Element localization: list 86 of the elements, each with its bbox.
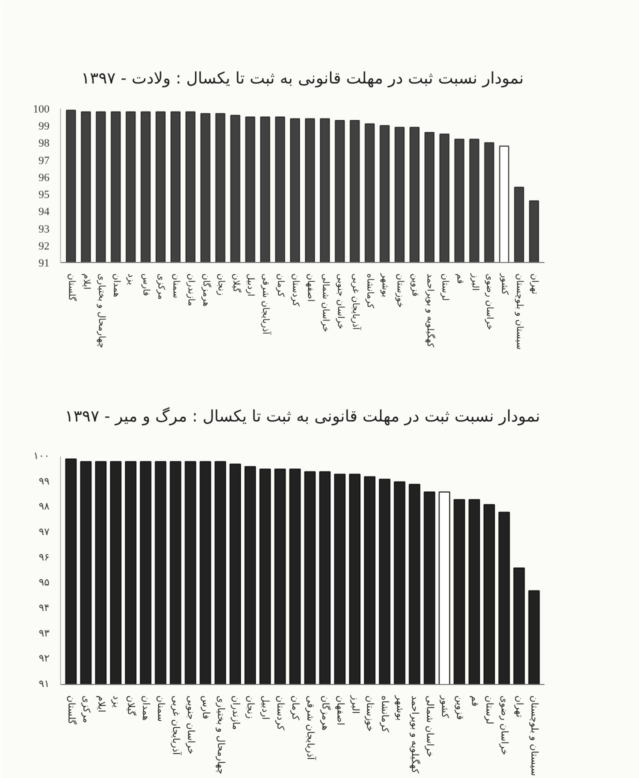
x-tick-label: تهران (529, 274, 540, 295)
x-tick-label: کشور (499, 272, 510, 296)
x-tick-label: خراسان شمالی (320, 274, 330, 332)
x-tick-label: اردبیل (245, 274, 256, 296)
x-tick-label: ایلام (80, 274, 91, 290)
y-tick-label: 100 (33, 104, 50, 116)
x-tick-label: کهگیلویه و بویراحمد (409, 696, 422, 774)
x-tick-label: اصفهان (334, 696, 346, 726)
x-tick-label: قم (454, 274, 464, 284)
x-tick-label: آذربایجان غربی (170, 696, 182, 756)
x-tick-label: کرمان (275, 274, 286, 298)
x-tick-label: اصفهان (304, 274, 315, 302)
x-tick-label: خوزستان (394, 274, 405, 308)
y-tick-label: 94 (38, 206, 50, 218)
x-tick-label: قزوین (410, 274, 420, 296)
x-tick-label: فارس (140, 274, 151, 296)
x-tick-label: خراسان جنوبی (334, 274, 345, 330)
x-tick-label: گیلان (230, 274, 242, 294)
y-tick-label: ۹۲ (38, 654, 50, 665)
x-tick-label: بوشهر (394, 694, 406, 721)
x-tick-label: همدان (110, 274, 121, 298)
chart-title: نمودار نسبت ثبت در مهلت قانونی به ثبت تا یکسال : ولادت - ۱۳۹۷ (81, 68, 524, 88)
x-tick-label: یزد (110, 696, 122, 708)
y-tick-label: 93 (38, 223, 50, 236)
x-tick-label: لرستان (484, 696, 495, 724)
x-tick-label: خراسان شمالی (424, 696, 435, 758)
y-tick-label: ۹۸ (38, 502, 50, 513)
y-tick-label: 99 (38, 120, 50, 133)
x-tick-label: تهران (514, 696, 525, 718)
x-tick-label: گیلان (125, 696, 138, 716)
x-tick-label: اردبیل (260, 696, 271, 720)
y-tick-label: 91 (38, 258, 50, 270)
x-tick-label: کردستان (274, 696, 286, 731)
y-tick-label: ۱۰۰ (33, 451, 50, 462)
y-tick-label: 98 (38, 138, 50, 150)
x-tick-label: سیستان و بلوچستان (528, 696, 540, 776)
x-tick-label: البرز (349, 694, 360, 714)
x-tick-label: البرز (469, 272, 480, 291)
x-tick-label: چهارمحال و بختیاری (214, 696, 226, 774)
y-tick-label: ۹۴ (38, 603, 50, 614)
y-tick-label: ۹۳ (38, 628, 50, 640)
x-tick-label: فارس (200, 696, 211, 720)
x-tick-label: گلستان (66, 274, 78, 302)
x-tick-label: کرمانشاه (379, 696, 390, 733)
x-tick-label: بوشهر (380, 272, 390, 298)
x-tick-label: خراسان رضوی (484, 274, 494, 330)
x-tick-label: مرکزی (80, 696, 92, 724)
x-tick-label: هرمزگان (319, 696, 332, 730)
chart-title: نمودار نسبت ثبت در مهلت قانونی به ثبت تا یکسال : مرگ و میر - ۱۳۹۷ (64, 406, 540, 426)
x-tick-label: آذربایجان غربی (350, 274, 362, 330)
x-tick-label: خراسان جنوبی (184, 696, 196, 754)
y-tick-label: ۹۶ (38, 552, 50, 564)
x-tick-label: ایلام (95, 696, 106, 712)
x-tick-label: هرمزگان (200, 274, 212, 307)
x-tick-label: کهگیلویه و بویراحمد (424, 274, 436, 348)
x-tick-label: آذربایجان شرقی (260, 274, 272, 335)
x-tick-label: یزد (126, 274, 136, 286)
y-tick-label: ۹۱ (38, 679, 50, 690)
x-tick-label: خوزستان (364, 696, 376, 732)
x-tick-label: سمنان (170, 274, 181, 298)
x-tick-label: کرمانشاه (364, 274, 375, 310)
x-tick-label: قزوین (454, 696, 465, 720)
x-tick-label: مازندران (185, 274, 196, 306)
y-tick-label: 96 (38, 172, 50, 184)
x-tick-label: لرستان (439, 274, 450, 301)
x-tick-label: زنجان (244, 696, 256, 720)
x-tick-label: کشور (438, 694, 450, 718)
x-tick-label: کردستان (290, 274, 300, 308)
x-tick-label: خراسان رضوی (498, 696, 510, 756)
x-tick-label: زنجان (215, 274, 226, 296)
y-tick-label: 92 (38, 240, 50, 252)
y-tick-label: ۹۷ (38, 527, 50, 538)
x-tick-label: قم (468, 696, 480, 706)
y-tick-label: ۹۹ (38, 476, 50, 488)
y-tick-label: 95 (38, 189, 50, 202)
x-tick-label: همدان (140, 696, 152, 721)
x-tick-label: آذربایجان شرقی (304, 696, 316, 760)
x-tick-label: مازندران (230, 696, 241, 730)
x-tick-label: گلستان (65, 696, 78, 725)
x-tick-label: سیستان و بلوچستان (514, 274, 524, 350)
x-tick-label: چهارمحال و بختیاری (96, 274, 106, 348)
x-tick-label: مرکزی (156, 274, 166, 300)
y-tick-label: ۹۵ (38, 578, 50, 589)
y-tick-label: 97 (38, 154, 50, 167)
x-tick-label: کرمان (290, 696, 301, 721)
x-tick-label: سمنان (155, 696, 166, 722)
